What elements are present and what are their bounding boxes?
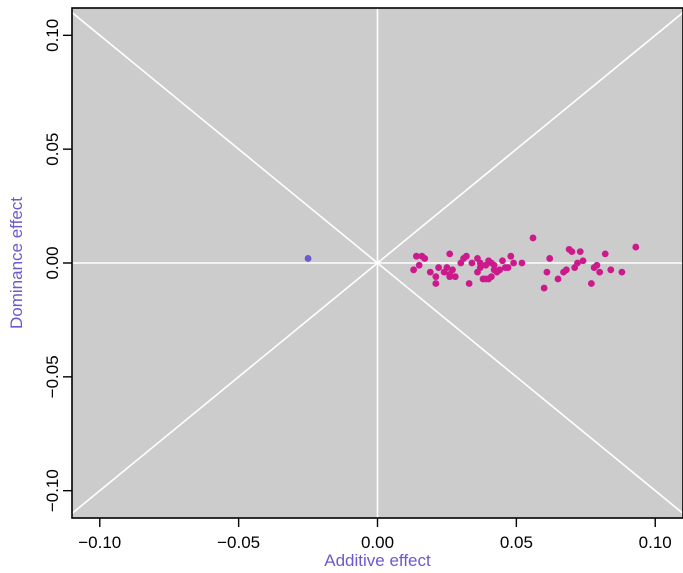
data-point (449, 266, 456, 274)
data-point (568, 248, 576, 256)
data-point (421, 255, 429, 262)
data-point (476, 259, 484, 267)
y-axis: −0.10 −0.05 0.00 0.05 0.10 (43, 19, 72, 512)
data-point (487, 273, 495, 281)
data-point (426, 268, 434, 276)
x-axis-title: Additive effect (324, 551, 431, 570)
data-point (499, 257, 506, 265)
data-point (415, 261, 423, 269)
data-point (304, 255, 312, 262)
data-point (529, 234, 537, 242)
data-point (554, 275, 562, 283)
x-tick-label: 0.00 (361, 533, 394, 552)
data-point (468, 259, 476, 267)
data-point (607, 266, 615, 274)
data-point (443, 264, 451, 271)
x-tick-label: −0.10 (78, 533, 121, 552)
y-tick-label: 0.05 (43, 133, 62, 166)
y-tick-label: −0.05 (43, 355, 62, 398)
data-point (596, 268, 604, 276)
data-point (496, 266, 504, 274)
x-tick-label: −0.05 (217, 533, 260, 552)
data-point (410, 266, 418, 274)
y-tick-label: −0.10 (43, 469, 62, 512)
data-point (576, 248, 584, 256)
x-axis: −0.10 −0.05 0.00 0.05 0.10 (78, 518, 672, 552)
data-point (543, 268, 551, 276)
data-point (574, 259, 581, 267)
data-point (435, 264, 442, 271)
data-point (562, 266, 570, 274)
x-tick-label: 0.05 (500, 533, 533, 552)
data-point (593, 261, 601, 269)
data-point (446, 273, 454, 281)
data-point (451, 273, 459, 281)
data-point (504, 264, 512, 271)
data-point (601, 250, 609, 258)
data-point (432, 280, 440, 287)
data-point (587, 280, 595, 287)
data-point (510, 259, 517, 267)
data-point (540, 284, 548, 292)
data-point (632, 243, 640, 251)
data-point (465, 280, 473, 287)
diagonal-negative (71, 11, 683, 515)
data-point (518, 259, 526, 267)
y-tick-label: 0.10 (43, 19, 62, 52)
data-point (462, 252, 470, 260)
data-point (432, 273, 440, 281)
data-points (304, 234, 640, 292)
data-point (618, 268, 626, 276)
y-tick-label: 0.00 (43, 246, 62, 279)
data-point (446, 250, 454, 258)
data-point (507, 252, 515, 260)
y-axis-title: Dominance effect (7, 197, 26, 329)
data-point (546, 255, 554, 262)
x-tick-label: 0.10 (639, 533, 672, 552)
reference-lines (71, 8, 683, 518)
data-point (412, 252, 420, 260)
data-point (579, 257, 587, 265)
